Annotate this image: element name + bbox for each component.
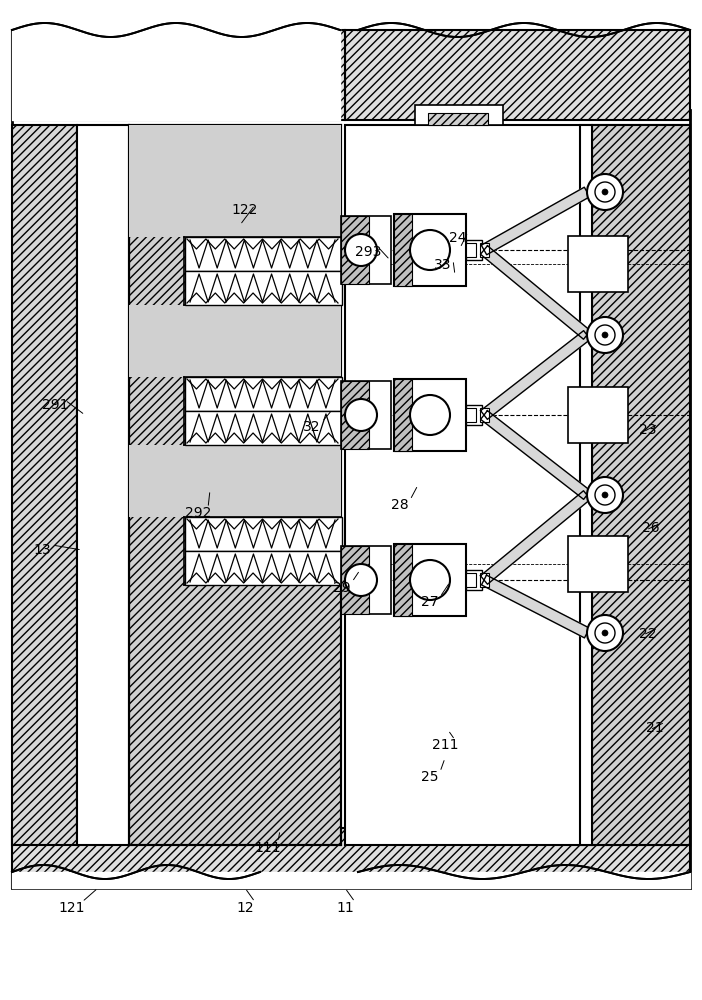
Bar bbox=[341, 381, 369, 449]
Bar bbox=[592, 125, 690, 845]
Bar bbox=[345, 125, 690, 845]
Bar bbox=[12, 110, 690, 888]
Text: 13: 13 bbox=[33, 543, 51, 557]
Polygon shape bbox=[481, 411, 590, 499]
Text: 33: 33 bbox=[435, 258, 452, 272]
Polygon shape bbox=[482, 187, 590, 255]
Bar bbox=[12, 828, 690, 888]
Polygon shape bbox=[480, 491, 590, 584]
Bar bbox=[394, 379, 466, 451]
Text: 28: 28 bbox=[391, 498, 409, 512]
Text: 291: 291 bbox=[41, 398, 68, 412]
Circle shape bbox=[602, 492, 608, 498]
Text: 121: 121 bbox=[59, 901, 85, 915]
Bar bbox=[185, 237, 342, 271]
Circle shape bbox=[587, 477, 623, 513]
Bar bbox=[12, 30, 345, 120]
Bar bbox=[185, 377, 342, 411]
Circle shape bbox=[602, 630, 608, 636]
Bar bbox=[568, 387, 628, 443]
Text: 32: 32 bbox=[303, 420, 321, 434]
Circle shape bbox=[587, 615, 623, 651]
Circle shape bbox=[345, 399, 377, 431]
Text: 26: 26 bbox=[642, 521, 660, 535]
Text: 29: 29 bbox=[333, 581, 351, 595]
Bar bbox=[341, 546, 391, 614]
Text: 24: 24 bbox=[449, 231, 467, 245]
Circle shape bbox=[595, 325, 615, 345]
Bar bbox=[466, 573, 476, 587]
Bar bbox=[129, 445, 341, 517]
Bar bbox=[568, 236, 628, 292]
Bar bbox=[480, 243, 489, 257]
Circle shape bbox=[410, 230, 450, 270]
Text: 111: 111 bbox=[255, 841, 282, 855]
Bar bbox=[12, 125, 77, 845]
Circle shape bbox=[595, 485, 615, 505]
Bar bbox=[568, 536, 628, 592]
Bar bbox=[185, 551, 342, 585]
Circle shape bbox=[410, 560, 450, 600]
Text: 22: 22 bbox=[640, 627, 657, 641]
Text: 23: 23 bbox=[640, 423, 657, 437]
Bar bbox=[129, 125, 341, 237]
Bar bbox=[428, 113, 488, 125]
Bar bbox=[345, 30, 690, 120]
Text: 21: 21 bbox=[646, 721, 664, 735]
Bar bbox=[466, 240, 482, 260]
Text: 27: 27 bbox=[421, 595, 439, 609]
Bar bbox=[129, 125, 341, 845]
Polygon shape bbox=[480, 246, 590, 339]
Bar bbox=[341, 381, 391, 449]
Circle shape bbox=[602, 332, 608, 338]
Circle shape bbox=[345, 234, 377, 266]
Bar bbox=[466, 243, 476, 257]
Circle shape bbox=[602, 189, 608, 195]
Text: 11: 11 bbox=[336, 901, 354, 915]
Circle shape bbox=[595, 623, 615, 643]
Text: 12: 12 bbox=[236, 901, 254, 915]
Text: 25: 25 bbox=[421, 770, 439, 784]
Bar bbox=[580, 125, 592, 845]
Circle shape bbox=[587, 174, 623, 210]
Bar bbox=[341, 546, 369, 614]
Text: 211: 211 bbox=[432, 738, 458, 752]
Bar bbox=[129, 305, 341, 377]
Bar bbox=[466, 408, 476, 422]
Circle shape bbox=[410, 395, 450, 435]
Text: 293: 293 bbox=[355, 245, 381, 259]
Text: 292: 292 bbox=[185, 506, 211, 520]
Bar bbox=[77, 125, 129, 845]
Bar bbox=[415, 105, 503, 125]
Circle shape bbox=[345, 564, 377, 596]
Bar bbox=[341, 216, 369, 284]
Bar bbox=[185, 411, 342, 445]
Bar bbox=[466, 570, 482, 590]
Bar bbox=[185, 517, 342, 551]
Text: 122: 122 bbox=[232, 203, 258, 217]
Bar bbox=[185, 271, 342, 305]
Bar bbox=[341, 216, 391, 284]
Bar bbox=[394, 214, 412, 286]
Bar bbox=[480, 573, 489, 587]
Bar bbox=[394, 544, 466, 616]
Bar bbox=[394, 544, 412, 616]
Bar bbox=[394, 214, 466, 286]
Circle shape bbox=[587, 317, 623, 353]
Circle shape bbox=[595, 182, 615, 202]
Bar bbox=[466, 405, 482, 425]
Polygon shape bbox=[481, 331, 590, 419]
Polygon shape bbox=[482, 575, 590, 638]
Bar bbox=[394, 379, 412, 451]
Bar bbox=[480, 408, 489, 422]
